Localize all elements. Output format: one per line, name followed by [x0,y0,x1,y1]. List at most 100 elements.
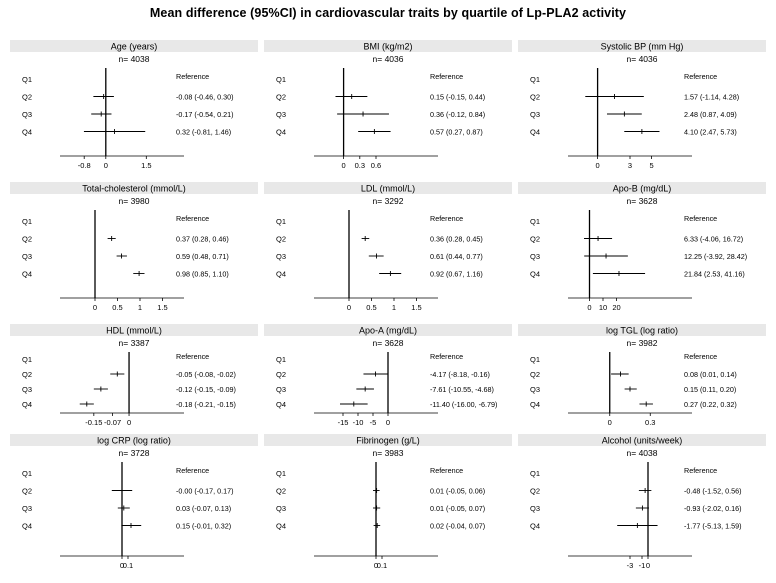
panel-title: Alcohol (units/week) [602,436,683,446]
x-tick-label: 0 [596,161,600,170]
ci-label: Reference [684,352,717,361]
quartile-label: Q4 [22,270,32,279]
ci-label: -0.12 (-0.15, -0.09) [176,385,236,394]
quartile-label: Q3 [276,110,286,119]
ci-label: 0.61 (0.44, 0.77) [430,252,483,261]
ci-label: Reference [176,466,209,475]
panel-title: Fibrinogen (g/L) [356,436,420,446]
panel-title: log CRP (log ratio) [97,436,171,446]
ci-label: Reference [176,72,209,81]
x-tick-label: 0.5 [366,303,376,312]
x-tick-label: -15 [338,418,349,427]
figure-title: Mean difference (95%CI) in cardiovascula… [149,6,627,20]
panel-n-label: n= 4036 [373,54,404,64]
panel-title: LDL (mmol/L) [361,184,415,194]
x-tick-label: 0.6 [371,161,381,170]
x-tick-label: 1.5 [141,161,151,170]
ci-label: 12.25 (-3.92, 28.42) [684,252,747,261]
ci-label: 0.59 (0.48, 0.71) [176,252,229,261]
quartile-label: Q4 [530,128,540,137]
quartile-label: Q2 [530,235,540,244]
x-tick-label: 1 [138,303,142,312]
ci-label: -0.17 (-0.54, 0.21) [176,110,234,119]
quartile-label: Q2 [276,370,286,379]
ci-label: Reference [430,352,463,361]
panel-n-label: n= 3983 [373,448,404,458]
ci-label: 0.08 (0.01, 0.14) [684,370,737,379]
quartile-label: Q3 [530,110,540,119]
x-tick-label: 1 [392,303,396,312]
quartile-label: Q1 [276,355,286,364]
panel-title: BMI (kg/m2) [363,42,412,52]
quartile-label: Q4 [530,270,540,279]
panel-title: HDL (mmol/L) [106,326,162,336]
panel-header-bg [264,434,512,446]
quartile-label: Q3 [22,504,32,513]
quartile-label: Q3 [530,385,540,394]
x-tick-label: 5 [650,161,654,170]
quartile-label: Q1 [530,355,540,364]
ci-label: Reference [176,352,209,361]
panel-header-bg [518,324,766,336]
panel-n-label: n= 3980 [119,196,150,206]
quartile-label: Q4 [22,522,32,531]
panel-header-bg [10,182,258,194]
x-tick-label: -0.8 [78,161,91,170]
quartile-label: Q2 [22,487,32,496]
x-tick-label: -0.15 [85,418,102,427]
x-tick-label: 3 [628,161,632,170]
quartile-label: Q2 [276,93,286,102]
ci-label: 6.33 (-4.06, 16.72) [684,235,743,244]
ci-label: -1.77 (-5.13, 1.59) [684,522,742,531]
quartile-label: Q4 [22,400,32,409]
ci-label: -0.93 (-2.02, 0.16) [684,504,742,513]
quartile-label: Q1 [22,217,32,226]
x-tick-label: 0 [342,161,346,170]
panel-header-bg [264,324,512,336]
x-tick-label: 0 [386,418,390,427]
ci-label: 0.37 (0.28, 0.46) [176,235,229,244]
quartile-label: Q3 [22,252,32,261]
quartile-label: Q4 [276,522,286,531]
quartile-label: Q1 [530,217,540,226]
ci-label: 0.15 (-0.15, 0.44) [430,93,485,102]
panel-title: Apo-B (mg/dL) [613,184,672,194]
ci-label: 0.15 (0.11, 0.20) [684,385,736,394]
panel-n-label: n= 3387 [119,338,150,348]
x-tick-label: 0.1 [123,561,133,570]
quartile-label: Q2 [276,235,286,244]
quartile-label: Q2 [530,370,540,379]
quartile-label: Q2 [22,370,32,379]
quartile-label: Q1 [276,217,286,226]
ci-label: -0.48 (-1.52, 0.56) [684,487,742,496]
x-tick-label: 0 [120,561,124,570]
quartile-label: Q2 [530,93,540,102]
ci-label: 0.02 (-0.04, 0.07) [430,522,485,531]
quartile-label: Q1 [22,469,32,478]
ci-label: 0.36 (0.28, 0.45) [430,235,483,244]
panel-n-label: n= 4038 [119,54,150,64]
ci-label: 0.01 (-0.05, 0.07) [430,504,485,513]
ci-label: Reference [430,466,463,475]
ci-label: 1.57 (-1.14, 4.28) [684,93,739,102]
panel-header-bg [264,182,512,194]
ci-label: -0.18 (-0.21, -0.15) [176,400,236,409]
x-tick-label: 0 [127,418,131,427]
panel-title: Age (years) [111,42,158,52]
x-tick-label: 20 [612,303,620,312]
ci-label: 0.03 (-0.07, 0.13) [176,504,231,513]
ci-label: Reference [684,214,717,223]
panel-header-bg [10,324,258,336]
ci-label: -4.17 (-8.18, -0.16) [430,370,490,379]
x-tick-label: -3 [627,561,634,570]
ci-label: -0.05 (-0.08, -0.02) [176,370,236,379]
ci-label: Reference [684,72,717,81]
quartile-label: Q2 [22,235,32,244]
ci-label: 21.84 (2.53, 41.16) [684,270,745,279]
quartile-label: Q1 [22,75,32,84]
panel-n-label: n= 4036 [627,54,658,64]
quartile-label: Q3 [530,252,540,261]
quartile-label: Q3 [530,504,540,513]
quartile-label: Q1 [22,355,32,364]
